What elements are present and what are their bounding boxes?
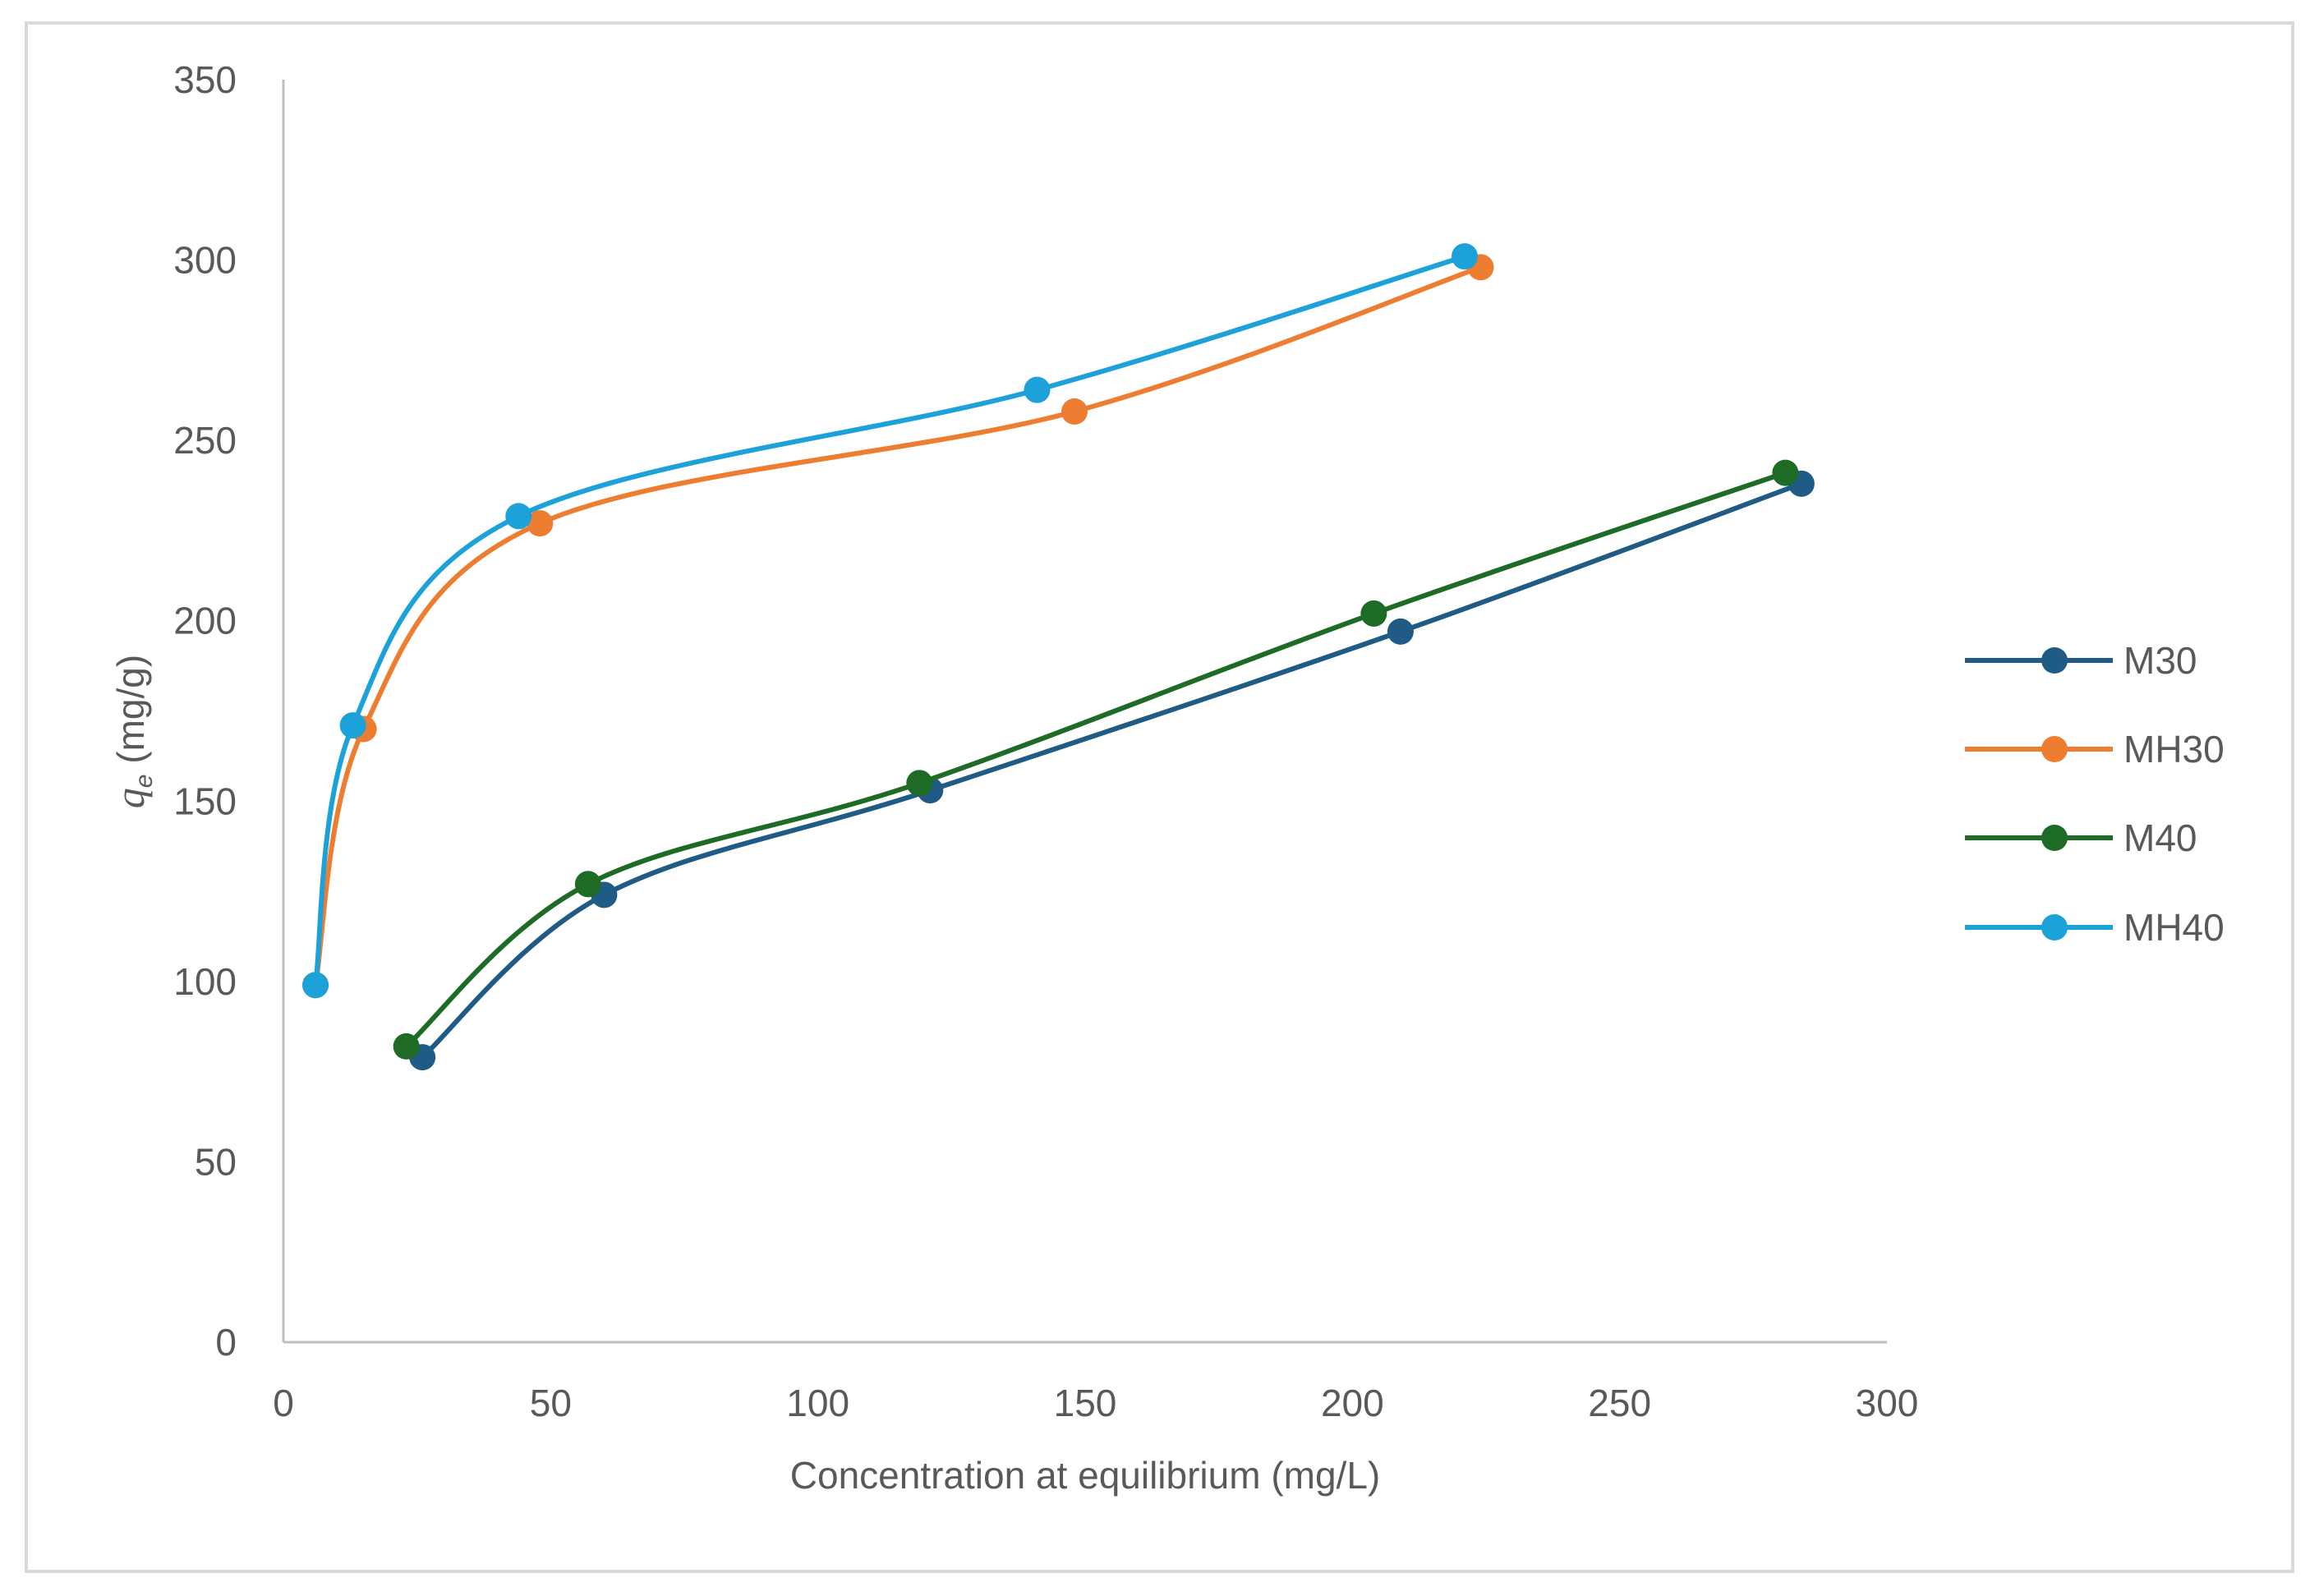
y-tick-label: 350	[173, 58, 237, 101]
series-m40	[393, 459, 1799, 1060]
y-tick-label: 100	[173, 960, 237, 1003]
y-axis-title: qe (mg/g)	[107, 655, 158, 808]
data-point-mh40	[302, 972, 329, 999]
legend-item-m40: M40	[1965, 816, 2197, 859]
y-tick-label: 150	[173, 780, 237, 822]
chart-frame	[25, 21, 2294, 1573]
y-tick-label: 0	[215, 1321, 237, 1364]
x-tick-label: 100	[786, 1382, 849, 1424]
axes	[282, 80, 1887, 1344]
legend-label: M30	[2123, 639, 2197, 682]
legend-item-mh30: MH30	[1965, 728, 2225, 770]
series-m30	[409, 470, 1815, 1071]
data-point-mh40	[1451, 243, 1478, 270]
legend-swatch-marker	[2041, 825, 2068, 851]
x-tick-label: 0	[273, 1382, 294, 1424]
data-point-m30	[1387, 618, 1414, 645]
data-point-mh30	[1061, 398, 1088, 425]
data-point-m40	[906, 770, 933, 797]
data-point-mh40	[339, 712, 366, 739]
x-tick-label: 300	[1856, 1382, 1919, 1424]
legend-item-mh40: MH40	[1965, 906, 2225, 949]
legend-item-m30: M30	[1965, 639, 2197, 682]
series-mh30	[302, 254, 1494, 999]
legend-label: MH40	[2123, 906, 2225, 949]
series-line-mh40	[313, 254, 1467, 988]
series-layer	[302, 243, 1815, 1071]
legend-swatch-marker	[2041, 914, 2068, 941]
x-tick-labels: 0 50 100 150 200 250 300	[273, 1382, 1918, 1424]
y-tick-labels: 0 50 100 150 200 250 300 350	[173, 58, 237, 1364]
data-point-m40	[1360, 600, 1387, 627]
y-tick-label: 250	[173, 419, 237, 462]
data-point-mh30	[527, 510, 554, 537]
y-axis-title-symbol: q	[107, 788, 153, 808]
y-tick-label: 200	[173, 600, 237, 642]
data-point-mh40	[505, 503, 532, 530]
y-axis-title-unit: (mg/g)	[109, 655, 152, 775]
y-axis-title-subscript: e	[131, 775, 158, 789]
series-mh40	[302, 243, 1478, 999]
x-tick-label: 50	[530, 1382, 572, 1424]
x-tick-label: 250	[1588, 1382, 1651, 1424]
legend-swatch-marker	[2041, 647, 2068, 674]
series-line-mh30	[313, 264, 1484, 988]
legend-swatch-marker	[2041, 736, 2068, 762]
x-axis-title: Concentration at equilibrium (mg/L)	[790, 1454, 1380, 1497]
legend-label: M40	[2123, 816, 2197, 859]
data-point-m40	[574, 871, 601, 898]
y-tick-label: 50	[195, 1140, 237, 1183]
data-point-m40	[393, 1033, 420, 1060]
series-line-m40	[403, 470, 1788, 1049]
legend-label: MH30	[2123, 728, 2225, 770]
data-point-m40	[1772, 459, 1799, 486]
y-tick-label: 300	[173, 239, 237, 282]
x-tick-label: 200	[1321, 1382, 1384, 1424]
legend: M30 MH30 M40 MH40	[1965, 639, 2225, 949]
series-line-m30	[420, 481, 1804, 1060]
data-point-mh40	[1024, 376, 1051, 403]
x-tick-label: 150	[1054, 1382, 1117, 1424]
